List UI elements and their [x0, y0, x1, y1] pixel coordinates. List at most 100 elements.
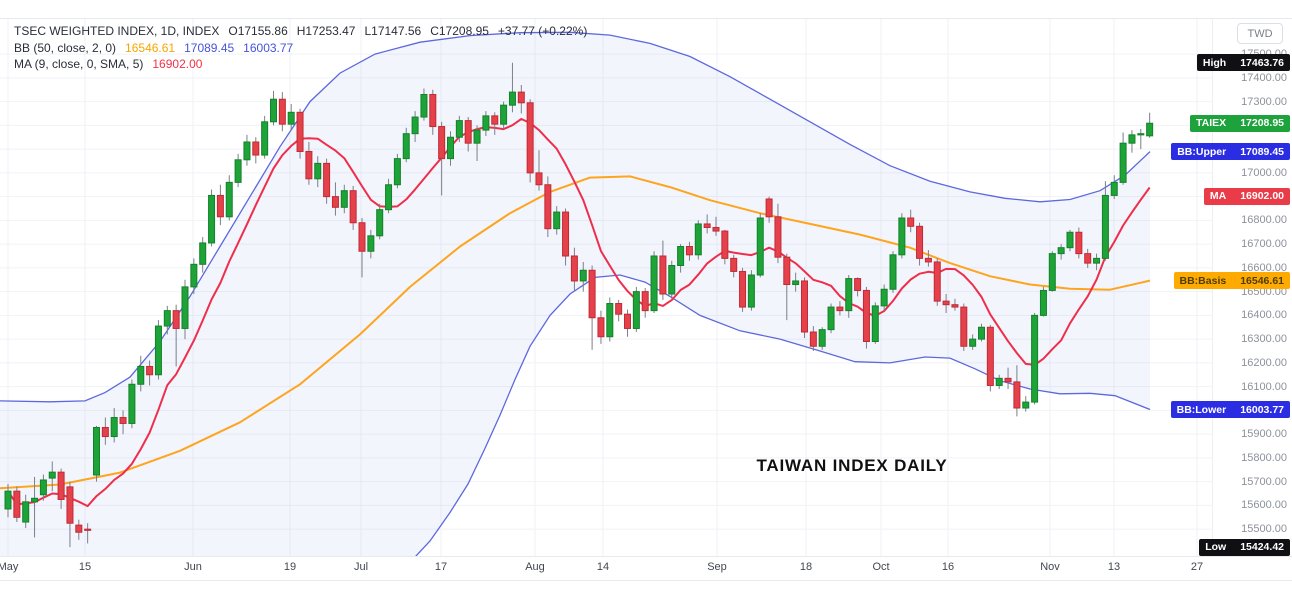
- candle[interactable]: [871, 302, 879, 344]
- candle[interactable]: [721, 229, 729, 265]
- candle[interactable]: [429, 89, 437, 135]
- candle[interactable]: [960, 303, 968, 352]
- candle[interactable]: [349, 185, 357, 230]
- candle[interactable]: [854, 277, 862, 297]
- legend-symbol-row[interactable]: TSEC WEIGHTED INDEX, 1D, INDEX O17155.86…: [14, 24, 587, 38]
- candle[interactable]: [225, 175, 233, 221]
- candle[interactable]: [1039, 286, 1047, 317]
- candle[interactable]: [783, 253, 791, 321]
- candle[interactable]: [818, 327, 826, 350]
- candle[interactable]: [951, 298, 959, 311]
- candle[interactable]: [624, 309, 631, 337]
- candle[interactable]: [889, 251, 897, 293]
- candle[interactable]: [331, 182, 339, 216]
- candle[interactable]: [110, 408, 118, 443]
- candle[interactable]: [172, 304, 180, 367]
- candle[interactable]: [1084, 248, 1092, 268]
- candle[interactable]: [420, 88, 428, 121]
- candle[interactable]: [862, 286, 870, 349]
- candle[interactable]: [296, 108, 304, 159]
- candle[interactable]: [924, 250, 932, 267]
- candle[interactable]: [1031, 313, 1039, 405]
- candle[interactable]: [314, 156, 322, 188]
- candle[interactable]: [154, 320, 162, 380]
- candle[interactable]: [39, 474, 47, 501]
- candle[interactable]: [323, 158, 331, 204]
- candle[interactable]: [243, 134, 251, 166]
- candle[interactable]: [739, 267, 747, 312]
- candle[interactable]: [1075, 227, 1083, 259]
- candle[interactable]: [1110, 175, 1118, 199]
- candle[interactable]: [1093, 253, 1101, 271]
- candle[interactable]: [447, 131, 454, 166]
- legend-ma-row[interactable]: MA (9, close, 0, SMA, 5) 16902.00: [14, 57, 202, 71]
- candle[interactable]: [553, 206, 561, 235]
- candle[interactable]: [801, 277, 808, 338]
- candle[interactable]: [774, 203, 782, 264]
- candle[interactable]: [181, 279, 189, 340]
- candle[interactable]: [606, 297, 614, 342]
- candle[interactable]: [1022, 396, 1030, 412]
- candle[interactable]: [978, 323, 985, 342]
- candle[interactable]: [526, 99, 534, 183]
- candle[interactable]: [84, 523, 92, 544]
- candle[interactable]: [827, 303, 835, 334]
- candle[interactable]: [199, 237, 207, 273]
- candle[interactable]: [1048, 251, 1056, 292]
- candle[interactable]: [234, 153, 242, 188]
- candle[interactable]: [677, 244, 685, 273]
- candle[interactable]: [101, 417, 109, 445]
- candle[interactable]: [1004, 367, 1012, 390]
- candle[interactable]: [765, 196, 773, 223]
- candle[interactable]: [128, 379, 136, 429]
- candle[interactable]: [455, 115, 463, 142]
- candle[interactable]: [650, 251, 658, 314]
- candle[interactable]: [261, 115, 269, 159]
- currency-toggle-button[interactable]: TWD: [1237, 23, 1283, 44]
- candle[interactable]: [252, 137, 260, 164]
- candle[interactable]: [216, 184, 224, 226]
- candle[interactable]: [562, 208, 570, 266]
- candle[interactable]: [376, 203, 384, 240]
- candle[interactable]: [270, 90, 277, 126]
- candle[interactable]: [438, 121, 446, 196]
- candle[interactable]: [916, 222, 924, 266]
- candle[interactable]: [1119, 132, 1127, 185]
- candle[interactable]: [66, 481, 74, 548]
- candle[interactable]: [1128, 130, 1136, 153]
- candle[interactable]: [385, 178, 393, 214]
- candle[interactable]: [393, 153, 401, 189]
- legend-bb-row[interactable]: BB (50, close, 2, 0) 16546.61 17089.45 1…: [14, 41, 293, 55]
- candle[interactable]: [809, 326, 817, 352]
- candle[interactable]: [907, 209, 915, 233]
- candle[interactable]: [703, 214, 711, 234]
- candle[interactable]: [986, 324, 994, 392]
- candle[interactable]: [942, 294, 950, 314]
- candle[interactable]: [464, 117, 472, 152]
- candle[interactable]: [57, 468, 65, 509]
- candle[interactable]: [995, 374, 1003, 390]
- candle[interactable]: [31, 476, 39, 538]
- candle[interactable]: [1137, 128, 1145, 150]
- candle[interactable]: [119, 410, 127, 435]
- candle[interactable]: [969, 334, 977, 350]
- candle[interactable]: [305, 141, 313, 185]
- candle[interactable]: [491, 112, 499, 135]
- candle[interactable]: [641, 288, 649, 318]
- candle[interactable]: [517, 84, 525, 114]
- candle[interactable]: [712, 216, 720, 236]
- candle[interactable]: [694, 220, 702, 260]
- candle[interactable]: [93, 425, 100, 482]
- candle[interactable]: [278, 92, 286, 132]
- candle[interactable]: [208, 189, 216, 247]
- candle[interactable]: [163, 305, 171, 335]
- candle[interactable]: [340, 184, 348, 214]
- candle[interactable]: [668, 260, 676, 299]
- candle[interactable]: [358, 217, 366, 278]
- candle[interactable]: [792, 272, 800, 292]
- candle[interactable]: [579, 261, 587, 292]
- candle[interactable]: [747, 270, 755, 311]
- candle[interactable]: [756, 213, 764, 278]
- candle[interactable]: [367, 229, 375, 259]
- candle[interactable]: [473, 125, 481, 161]
